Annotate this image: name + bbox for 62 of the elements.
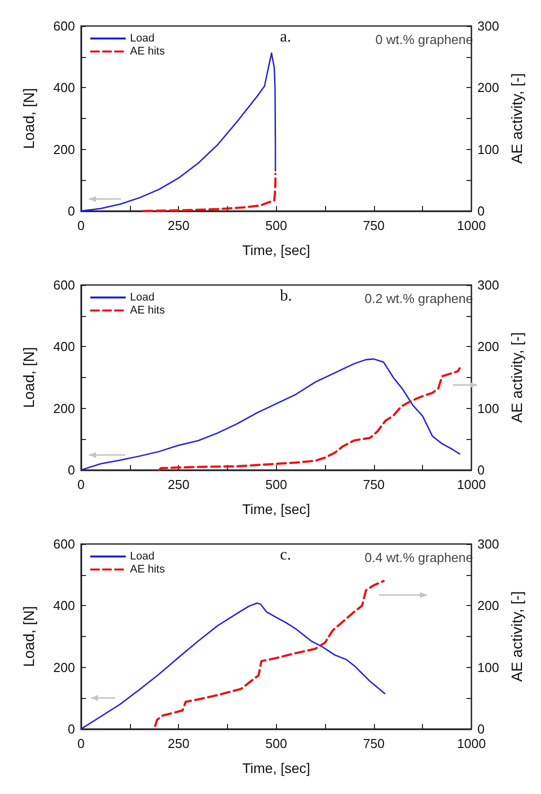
y-axis-title: Load, [N] bbox=[21, 88, 38, 149]
y-tick-label: 0 bbox=[68, 462, 75, 478]
y2-axis-title: AE activity, [-] bbox=[509, 73, 526, 164]
y-axis-title: Load, [N] bbox=[21, 347, 38, 408]
y-tick-label: 400 bbox=[53, 339, 75, 354]
x-tick-label: 750 bbox=[362, 736, 385, 751]
line-series bbox=[154, 580, 385, 728]
y-tick-label: 600 bbox=[53, 536, 75, 552]
y-tick-label: 200 bbox=[53, 142, 75, 157]
y2-tick-label: 200 bbox=[477, 339, 500, 354]
legend-label: AE hits bbox=[130, 564, 166, 576]
y-tick-label: 200 bbox=[53, 400, 75, 416]
y2-tick-label: 200 bbox=[477, 598, 500, 614]
x-tick-label: 750 bbox=[362, 218, 385, 233]
x-tick-label: 1000 bbox=[456, 477, 486, 492]
legend-label: Load bbox=[130, 32, 154, 44]
x-tick-label: 0 bbox=[77, 218, 85, 233]
y2-tick-label: 0 bbox=[477, 204, 485, 218]
y2-tick-label: 200 bbox=[477, 80, 500, 96]
y2-tick-label: 0 bbox=[477, 462, 485, 478]
x-tick-label: 750 bbox=[362, 477, 385, 492]
x-axis-title: Time, [sec] bbox=[242, 242, 310, 258]
x-tick-label: 500 bbox=[265, 477, 288, 492]
y2-tick-label: 0 bbox=[477, 722, 485, 736]
y-tick-label: 600 bbox=[53, 18, 75, 34]
x-tick-label: 500 bbox=[265, 736, 288, 751]
x-tick-label: 250 bbox=[168, 218, 190, 233]
line-series bbox=[80, 602, 386, 730]
chart-title: b. bbox=[280, 288, 292, 304]
line-series bbox=[142, 172, 277, 212]
y-tick-label: 200 bbox=[53, 660, 75, 675]
y2-axis-title: AE activity, [-] bbox=[509, 332, 526, 423]
x-tick-label: 1000 bbox=[456, 736, 486, 751]
y2-tick-label: 100 bbox=[477, 142, 500, 157]
y-axis-title: Load, [N] bbox=[21, 606, 38, 667]
x-tick-label: 1000 bbox=[456, 218, 486, 233]
x-tick-label: 0 bbox=[77, 477, 85, 492]
y2-tick-label: 300 bbox=[477, 536, 500, 552]
x-axis-title: Time, [sec] bbox=[242, 501, 310, 517]
y2-axis-title: AE activity, [-] bbox=[509, 591, 526, 682]
legend-label: Load bbox=[130, 292, 154, 304]
y2-tick-label: 100 bbox=[477, 660, 500, 675]
y-tick-label: 600 bbox=[53, 278, 75, 292]
y2-tick-label: 100 bbox=[477, 400, 500, 416]
y-tick-label: 400 bbox=[53, 598, 75, 614]
legend-label: Load bbox=[130, 550, 154, 562]
chart-title: c. bbox=[280, 546, 292, 564]
line-series bbox=[80, 358, 460, 471]
y2-tick-label: 300 bbox=[477, 278, 500, 292]
y2-tick-label: 300 bbox=[477, 18, 500, 34]
chart-title: a. bbox=[280, 28, 292, 46]
y-tick-label: 0 bbox=[68, 204, 75, 218]
legend-label: AE hits bbox=[130, 304, 166, 316]
line-series bbox=[158, 367, 461, 472]
legend-label: AE hits bbox=[130, 46, 166, 58]
x-tick-label: 250 bbox=[168, 477, 190, 492]
y-tick-label: 0 bbox=[68, 722, 75, 736]
x-tick-label: 250 bbox=[168, 736, 190, 751]
y-tick-label: 400 bbox=[53, 80, 75, 96]
x-axis-title: Time, [sec] bbox=[242, 760, 310, 776]
x-tick-label: 500 bbox=[265, 218, 288, 233]
x-tick-label: 0 bbox=[77, 736, 85, 751]
